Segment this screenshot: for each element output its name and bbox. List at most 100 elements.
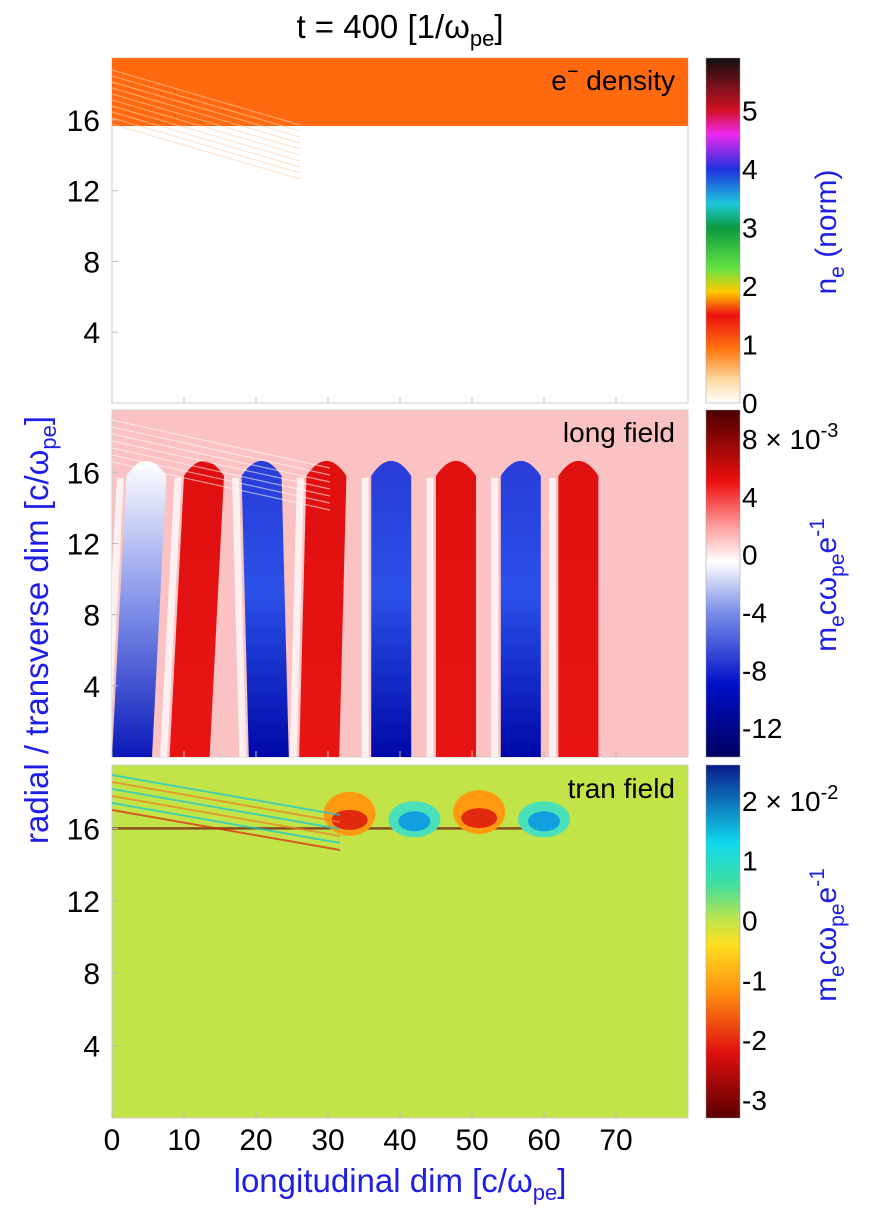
long-field-panel-label: long field <box>563 417 675 448</box>
tran-field-feature-core <box>398 811 431 832</box>
colorbar-tran-field-label: mecωpee-1 <box>806 868 849 1002</box>
long-field-band-edge <box>232 477 247 757</box>
colorbar-tick-label: 0 <box>742 388 758 419</box>
tran-field-feature-core <box>331 809 368 830</box>
x-tick-label: 60 <box>527 1124 560 1157</box>
tran-field-stripe <box>112 809 341 851</box>
long-field-stripes <box>112 419 331 511</box>
tran-field-stripe <box>112 795 341 837</box>
long-field-band-pos <box>558 460 599 757</box>
colorbar-tick-label: 0 <box>742 540 758 571</box>
panel-tran-field: tran field 4 8 12 16 0 10 20 30 40 50 60 70 <box>67 397 689 1157</box>
long-field-band-neg <box>500 460 541 757</box>
y-tick-label: 16 <box>67 105 100 138</box>
colorbar-tick-label: 4 <box>742 482 758 513</box>
density-stripe <box>112 99 301 156</box>
tran-field-y-ticks: 4 8 12 16 <box>67 813 118 1064</box>
colorbar-tran-field: 2 × 10-2 1 0 -1 -2 -3 mecωpee-1 <box>705 764 849 1119</box>
y-tick-label: 16 <box>67 457 100 490</box>
colorbar-long-field: 8 × 10-3 4 0 -4 -8 -12 mecωpee-1 <box>705 409 849 758</box>
colorbar-density: 0 1 2 3 4 5 ne (norm) <box>705 57 849 419</box>
panel-density: e− density 4 8 12 16 <box>67 57 689 404</box>
colorbar-long-field-ticks: 8 × 10-3 4 0 -4 -8 -12 <box>742 420 838 744</box>
tran-field-feature-core <box>461 808 498 829</box>
tran-field-panel-label: tran field <box>568 773 675 804</box>
x-ticks: 0 10 20 30 40 50 60 70 <box>104 397 633 1157</box>
colorbar-tick-label: 3 <box>742 213 758 244</box>
y-tick-label: 8 <box>83 246 100 279</box>
density-stripe <box>112 117 301 174</box>
y-tick-label: 16 <box>67 813 100 846</box>
colorbar-density-ticks: 0 1 2 3 4 5 <box>742 96 758 419</box>
x-tick-label: 30 <box>311 1124 344 1157</box>
x-axis-label: longitudinal dim [c/ωpe] <box>234 1162 567 1205</box>
colorbar-tick-label: 0 <box>742 906 758 937</box>
colorbar-density-label: ne (norm) <box>810 169 849 294</box>
long-field-band-neg <box>371 460 412 757</box>
density-plasma-slab <box>112 58 688 126</box>
x-tick-label: 20 <box>239 1124 272 1157</box>
density-stripes <box>112 69 301 180</box>
long-field-band-pos <box>299 460 347 757</box>
y-tick-label: 12 <box>67 886 100 919</box>
tran-field-stripe <box>112 788 341 830</box>
density-stripe <box>112 123 301 180</box>
x-tick-label: 50 <box>455 1124 488 1157</box>
colorbar-density-bar <box>705 57 741 404</box>
tran-field-surface-features <box>112 790 570 838</box>
tran-field-stripes <box>112 774 341 851</box>
long-field-stripe <box>112 440 331 490</box>
colorbar-tick-label: 2 <box>742 271 758 302</box>
long-field-wake-bands <box>112 460 599 757</box>
colorbar-tick-label: 5 <box>742 96 758 127</box>
long-field-stripe <box>112 426 331 476</box>
y-tick-label: 12 <box>67 528 100 561</box>
long-field-band-edge <box>112 477 124 709</box>
y-tick-label: 8 <box>83 600 100 633</box>
y-tick-label: 4 <box>83 317 100 350</box>
density-stripe <box>112 81 301 138</box>
colorbar-tick-label: 8 × 10-3 <box>742 420 838 455</box>
x-tick-label: 10 <box>167 1124 200 1157</box>
colorbar-tran-field-bar <box>705 764 741 1119</box>
tran-field-stripe <box>112 802 341 844</box>
colorbar-tick-label: 1 <box>742 846 758 877</box>
x-tick-label: 70 <box>599 1124 632 1157</box>
long-field-stripe <box>112 447 331 497</box>
density-stripe <box>112 69 301 126</box>
density-panel-label: e− density <box>551 61 675 96</box>
tran-field-stripe <box>112 781 341 823</box>
density-stripe <box>112 105 301 162</box>
colorbar-long-field-label: mecωpee-1 <box>806 518 849 652</box>
tran-field-stripe <box>112 774 341 816</box>
colorbar-tick-label: -12 <box>742 713 782 744</box>
colorbar-tick-label: 1 <box>742 330 758 361</box>
y-tick-label: 8 <box>83 958 100 991</box>
colorbar-tick-label: -4 <box>742 597 767 628</box>
colorbar-tick-label: -1 <box>742 965 767 996</box>
long-field-stripe <box>112 461 331 511</box>
y-tick-label: 4 <box>83 1031 100 1064</box>
long-field-band-pos <box>169 460 224 757</box>
colorbar-long-field-bar <box>705 409 741 758</box>
density-stripe <box>112 93 301 150</box>
density-y-ticks: 4 8 12 16 <box>67 105 118 350</box>
long-field-band-edge <box>289 477 304 757</box>
x-tick-label: 0 <box>104 1124 121 1157</box>
y-tick-label: 12 <box>67 176 100 209</box>
figure-title: t = 400 [1/ωpe] <box>296 8 503 51</box>
colorbar-tick-label: -2 <box>742 1025 767 1056</box>
colorbar-tran-field-ticks: 2 × 10-2 1 0 -1 -2 -3 <box>742 782 838 1116</box>
long-field-stripe <box>112 433 331 483</box>
colorbar-tick-label: -8 <box>742 655 767 686</box>
tran-field-feature-core <box>528 811 560 832</box>
long-field-band-edge <box>160 477 182 757</box>
density-stripe <box>112 75 301 132</box>
colorbar-tick-label: 4 <box>742 154 758 185</box>
y-tick-label: 4 <box>83 671 100 704</box>
colorbar-tick-label: -3 <box>742 1085 767 1116</box>
long-field-y-ticks: 4 8 12 16 <box>67 457 118 704</box>
colorbar-tick-label: 2 × 10-2 <box>742 782 838 817</box>
density-stripe <box>112 87 301 144</box>
density-stripe <box>112 111 301 168</box>
